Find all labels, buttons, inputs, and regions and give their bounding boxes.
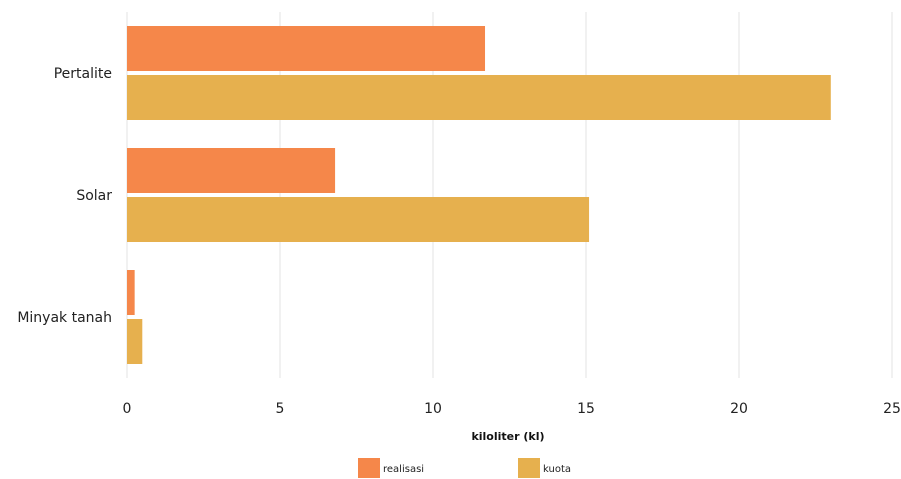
x-tick-label: 10 — [424, 401, 442, 417]
y-tick-label: Solar — [76, 188, 112, 204]
legend-label-realisasi[interactable]: realisasi — [383, 464, 424, 475]
x-tick-label: 0 — [123, 401, 132, 417]
x-tick-label: 5 — [276, 401, 285, 417]
legend-swatch-realisasi[interactable] — [358, 458, 380, 478]
bar-realisasi-pertalite[interactable] — [127, 26, 486, 71]
y-axis-labels: Pertalite Solar Minyak tanah — [17, 66, 112, 326]
bar-kuota-pertalite[interactable] — [127, 75, 831, 120]
y-tick-label: Pertalite — [54, 66, 112, 82]
bar-kuota-minyak-tanah[interactable] — [127, 319, 143, 364]
legend-label-kuota[interactable]: kuota — [543, 464, 571, 475]
y-tick-label: Minyak tanah — [17, 310, 112, 326]
x-tick-label: 20 — [730, 401, 748, 417]
bar-realisasi-minyak-tanah[interactable] — [127, 270, 135, 315]
gridlines — [126, 12, 893, 378]
x-axis-title: kiloliter (kl) — [471, 430, 544, 443]
x-axis-labels: 0 5 10 15 20 25 — [123, 401, 901, 417]
legend-swatch-kuota[interactable] — [518, 458, 540, 478]
x-tick-label: 25 — [883, 401, 901, 417]
bar-kuota-solar[interactable] — [127, 197, 590, 242]
bars — [127, 26, 831, 364]
x-tick-label: 15 — [577, 401, 595, 417]
bar-realisasi-solar[interactable] — [127, 148, 336, 193]
legend[interactable]: realisasi kuota — [358, 458, 571, 478]
